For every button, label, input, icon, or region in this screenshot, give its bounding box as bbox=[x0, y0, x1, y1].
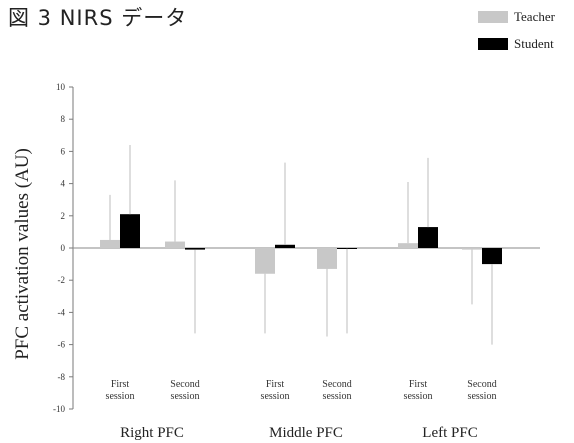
y-tick-label: 2 bbox=[61, 211, 66, 221]
y-tick-label: 4 bbox=[61, 179, 66, 189]
bar-student bbox=[185, 248, 205, 250]
legend-label: Student bbox=[514, 36, 554, 51]
bar-student bbox=[337, 248, 357, 249]
y-tick-label: 10 bbox=[56, 82, 66, 92]
session-label: Second session bbox=[322, 379, 351, 402]
session-label: First session bbox=[404, 379, 433, 402]
legend-item-teacher: Teacher bbox=[478, 9, 556, 24]
legend-item-student: Student bbox=[478, 36, 554, 51]
legend-swatch bbox=[478, 11, 508, 23]
y-tick-label: -10 bbox=[53, 404, 65, 414]
bar-teacher bbox=[255, 248, 275, 274]
y-tick-label: -8 bbox=[58, 372, 66, 382]
bar-student bbox=[482, 248, 502, 265]
session-label: Second session bbox=[467, 379, 496, 402]
y-tick-label: 6 bbox=[61, 146, 66, 156]
bar-teacher bbox=[398, 243, 418, 248]
y-axis-label: PFC activation values (AU) bbox=[12, 148, 33, 360]
y-tick-label: -4 bbox=[58, 307, 66, 317]
y-tick-label: -2 bbox=[58, 275, 66, 285]
group-label: Right PFC bbox=[120, 425, 184, 441]
y-tick-label: -6 bbox=[58, 340, 66, 350]
figure-title: 図 3 NIRS データ bbox=[8, 6, 188, 30]
bar-teacher bbox=[317, 248, 337, 269]
bar-student bbox=[418, 227, 438, 248]
session-label: First session bbox=[261, 379, 290, 402]
group-label: Left PFC bbox=[422, 425, 477, 441]
bar-teacher bbox=[100, 239, 120, 248]
session-label: Second session bbox=[170, 379, 199, 402]
bar-teacher bbox=[165, 241, 185, 248]
bar-student bbox=[275, 244, 295, 248]
group-label: Middle PFC bbox=[269, 425, 343, 441]
y-tick-label: 8 bbox=[61, 114, 66, 124]
legend-swatch bbox=[478, 38, 508, 50]
bar-teacher bbox=[462, 248, 482, 250]
bar-student bbox=[120, 214, 140, 248]
session-label: First session bbox=[106, 379, 135, 402]
legend-label: Teacher bbox=[514, 9, 556, 24]
y-tick-label: 0 bbox=[61, 243, 66, 253]
